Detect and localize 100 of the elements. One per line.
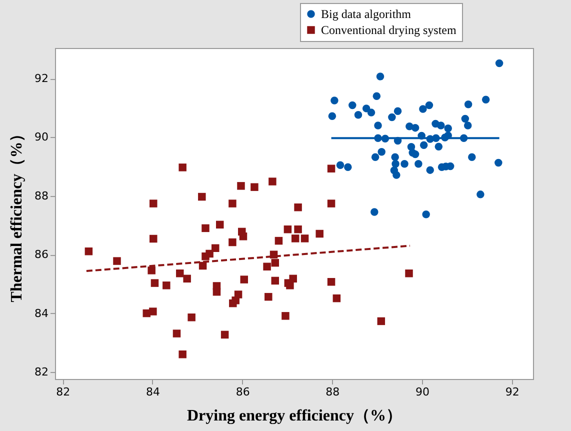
point xyxy=(476,190,484,198)
point xyxy=(286,282,294,290)
y-tick-label: 82 xyxy=(34,365,48,378)
point xyxy=(378,148,386,156)
point xyxy=(282,312,290,320)
point xyxy=(394,107,402,115)
point xyxy=(178,350,186,358)
point xyxy=(294,203,302,212)
point xyxy=(271,258,280,267)
point xyxy=(228,200,236,208)
point xyxy=(425,101,434,110)
point xyxy=(414,160,422,168)
point xyxy=(202,224,210,232)
point xyxy=(188,314,196,322)
point xyxy=(420,141,428,149)
point xyxy=(220,330,229,339)
point xyxy=(274,236,283,245)
point xyxy=(183,274,191,283)
point xyxy=(419,105,427,113)
point xyxy=(391,153,399,162)
y-tick-label: 88 xyxy=(34,189,48,202)
point xyxy=(495,59,504,68)
x-axis-title: Drying energy efficiency（%） xyxy=(186,408,402,424)
point xyxy=(216,220,224,229)
point xyxy=(239,232,248,240)
point xyxy=(405,269,413,278)
point xyxy=(461,114,470,123)
point xyxy=(150,200,158,208)
point xyxy=(327,200,336,208)
point xyxy=(212,288,221,296)
point xyxy=(300,234,309,242)
point xyxy=(367,108,376,116)
point xyxy=(388,113,396,122)
point xyxy=(291,234,300,242)
point xyxy=(240,276,248,284)
point xyxy=(400,160,408,168)
point xyxy=(362,104,370,112)
point xyxy=(328,112,336,120)
x-tick-label: 84 xyxy=(146,386,160,398)
point xyxy=(494,158,502,167)
point xyxy=(84,247,93,256)
y-tick-label: 90 xyxy=(34,130,48,144)
point xyxy=(178,164,186,172)
point xyxy=(327,278,336,286)
legend-label: Big data algorithm xyxy=(321,7,412,21)
point xyxy=(392,171,400,179)
point xyxy=(482,96,490,104)
x-tick-label: 82 xyxy=(56,386,70,398)
point xyxy=(422,210,430,218)
point xyxy=(113,257,121,265)
point xyxy=(330,96,338,104)
point xyxy=(327,164,336,172)
point xyxy=(411,150,420,158)
point xyxy=(344,163,352,171)
point xyxy=(212,244,220,252)
point xyxy=(268,178,276,186)
point xyxy=(464,100,472,108)
point xyxy=(372,92,381,100)
point xyxy=(264,292,272,301)
point xyxy=(354,111,362,119)
point xyxy=(150,234,158,243)
x-tick-label: 86 xyxy=(236,386,250,398)
y-tick-label: 86 xyxy=(34,248,48,262)
point xyxy=(198,192,206,201)
point xyxy=(468,153,476,162)
point xyxy=(374,122,382,130)
point xyxy=(263,262,271,270)
point xyxy=(377,317,386,326)
point xyxy=(370,208,378,216)
point xyxy=(392,160,400,168)
point xyxy=(411,124,420,132)
point xyxy=(316,230,324,238)
y-tick-label: 84 xyxy=(34,306,48,320)
point xyxy=(437,122,445,130)
point xyxy=(444,124,452,132)
point xyxy=(434,142,443,150)
point xyxy=(148,266,156,274)
x-tick-label: 90 xyxy=(416,386,430,398)
point xyxy=(237,182,245,190)
point xyxy=(150,279,159,287)
point xyxy=(202,252,210,260)
point xyxy=(172,330,181,338)
point xyxy=(336,161,344,169)
y-tick-label: 92 xyxy=(34,72,48,86)
point xyxy=(426,166,434,174)
point xyxy=(250,183,258,191)
point xyxy=(271,276,280,285)
point xyxy=(228,238,236,246)
point xyxy=(464,122,472,130)
y-axis-title: Thermal efficiency（%） xyxy=(8,126,26,302)
point xyxy=(332,294,341,302)
x-tick-label: 92 xyxy=(505,386,520,398)
point xyxy=(348,101,356,110)
legend-label: Conventional drying system xyxy=(321,23,457,37)
point xyxy=(176,269,184,278)
point xyxy=(371,153,380,162)
point xyxy=(229,299,237,308)
point xyxy=(149,308,157,316)
point xyxy=(162,282,170,290)
point xyxy=(284,225,292,234)
